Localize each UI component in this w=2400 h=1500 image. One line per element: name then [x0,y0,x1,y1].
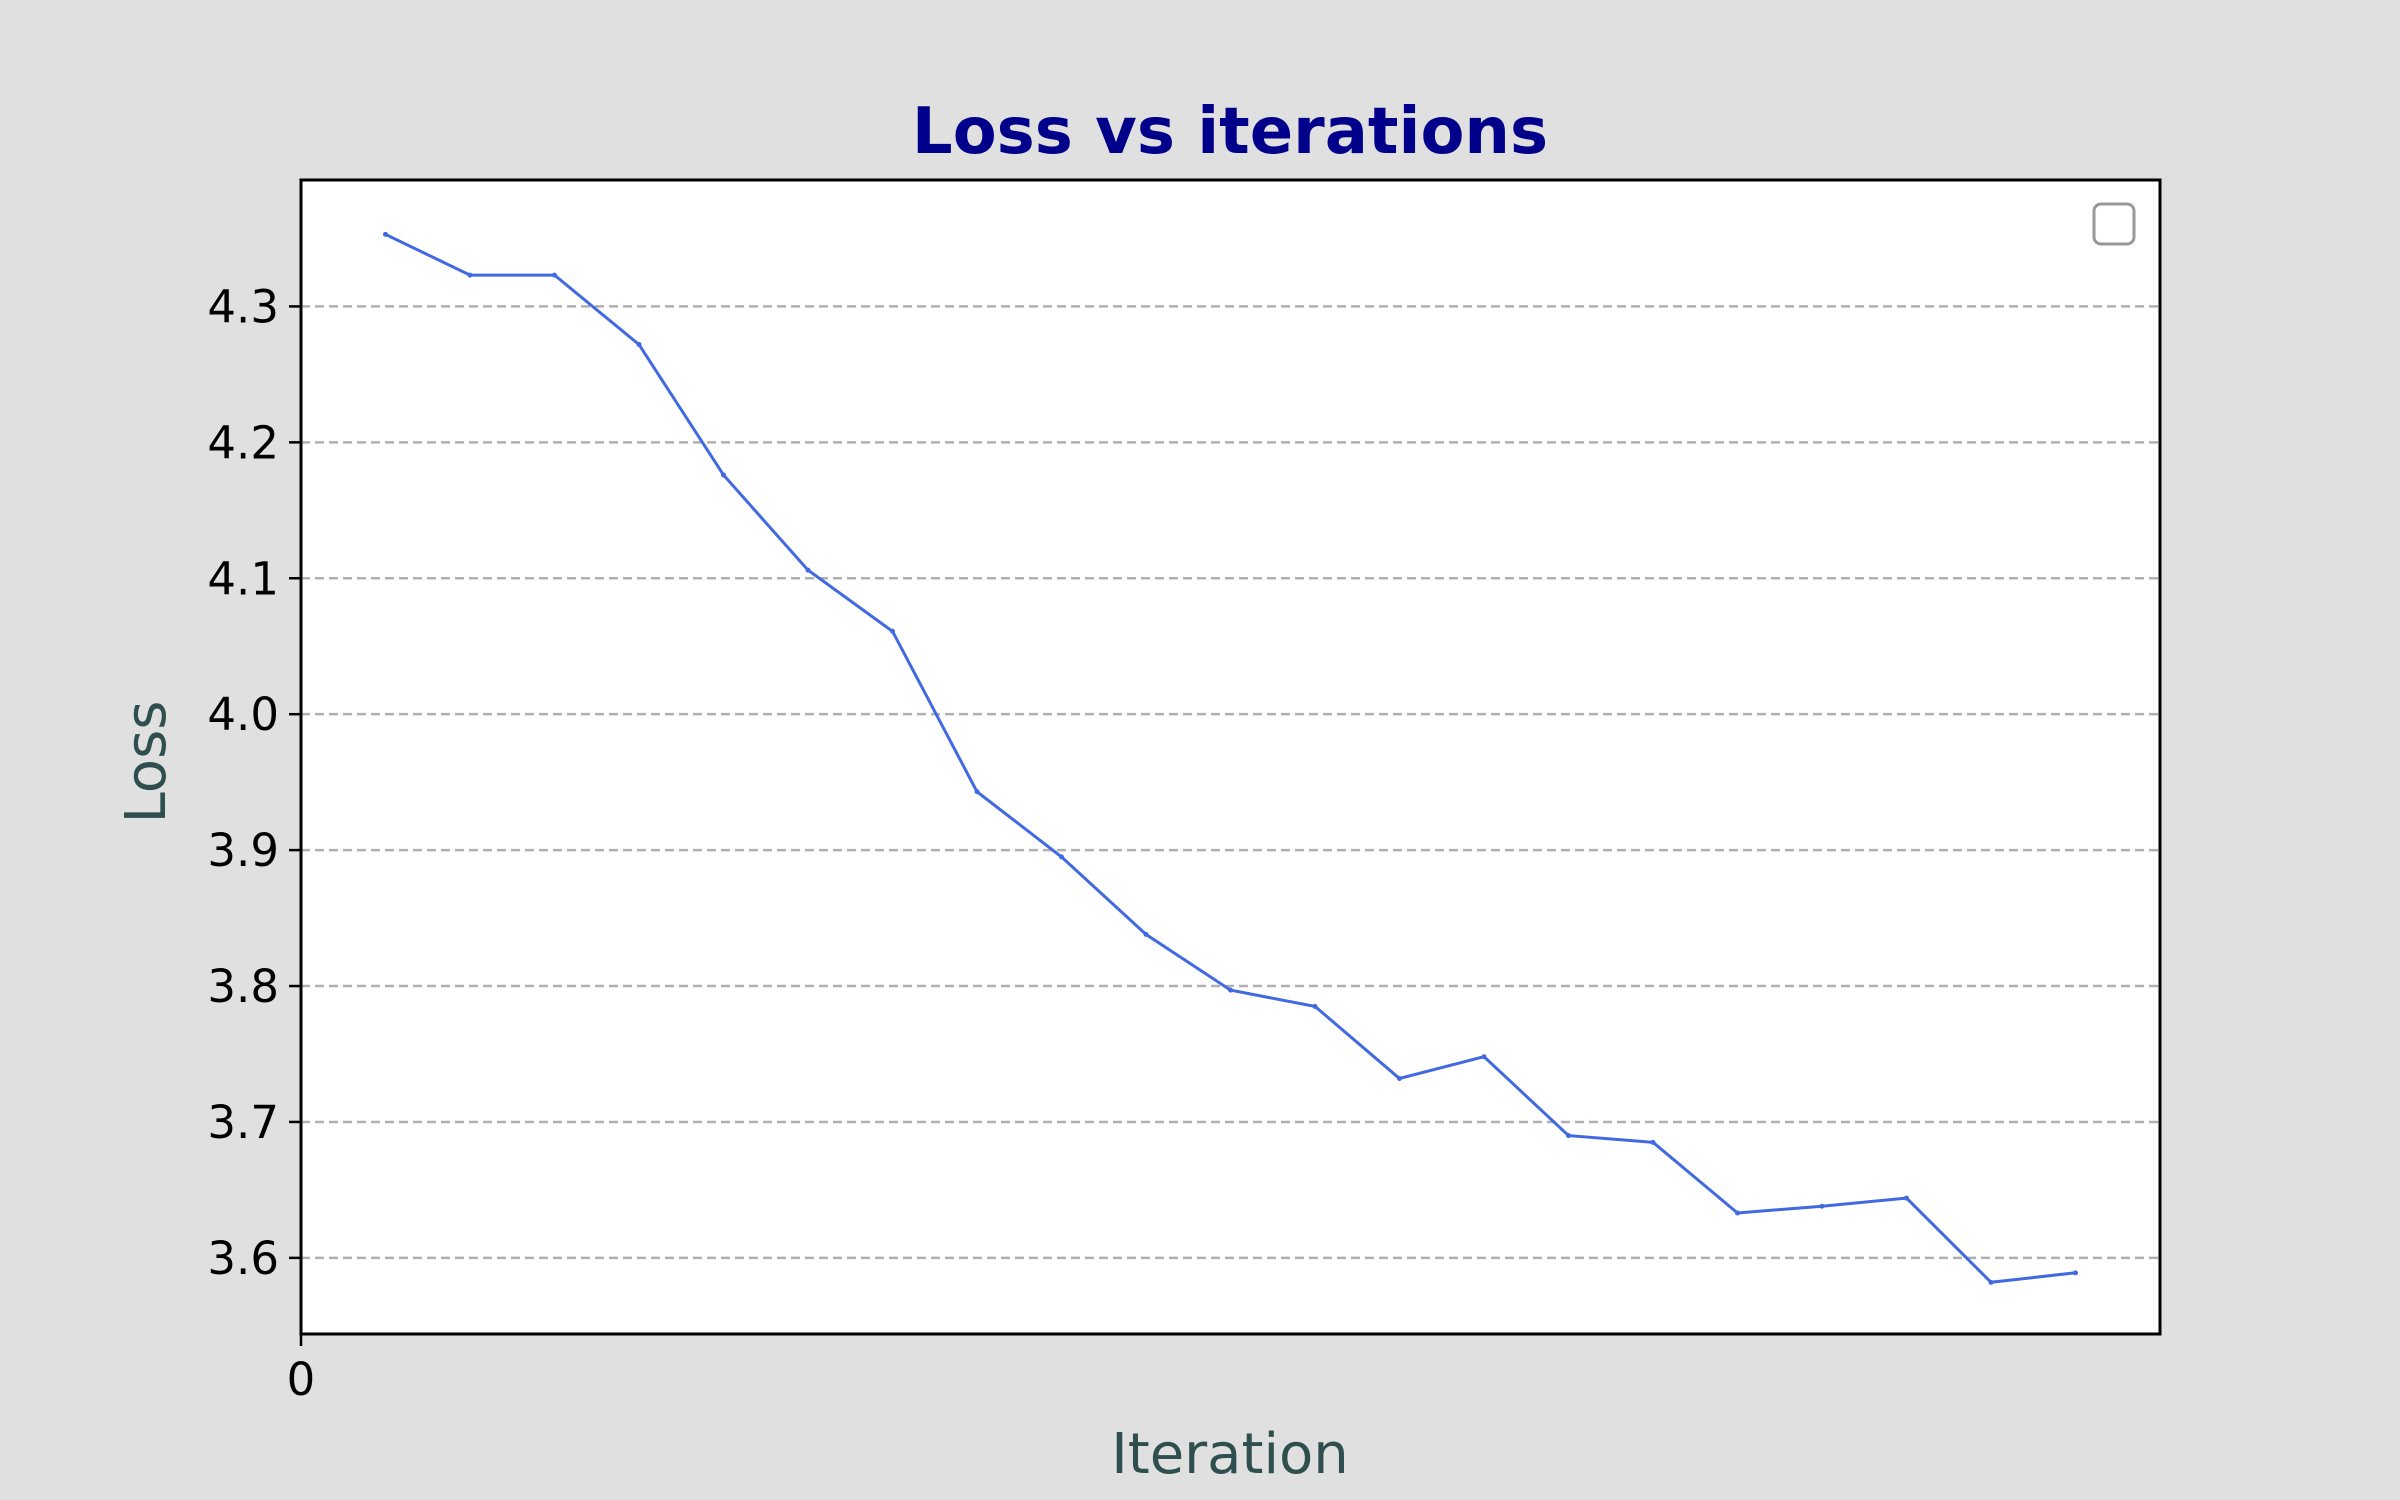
data-points [383,231,2078,1285]
data-point [721,472,726,478]
data-point [1735,1210,1740,1216]
data-point [1481,1054,1487,1060]
y-axis-ticks: 3.6 3.7 3.8 3.9 4.0 4.1 4.2 4.3 [207,280,301,1285]
x-axis-ticks: 0 [287,1334,316,1406]
data-point [1904,1195,1909,1201]
data-point [1397,1075,1402,1081]
data-point [552,272,557,278]
data-point [974,789,980,795]
legend-box [2092,202,2136,246]
data-point [1819,1203,1825,1209]
data-point [805,567,811,573]
y-tick-label: 4.3 [207,280,279,333]
y-tick-label: 3.7 [207,1096,279,1149]
data-point [1143,931,1149,937]
plot-area [301,180,2160,1334]
data-point [383,231,388,237]
data-point [1059,854,1064,860]
grid [301,305,2160,1260]
data-point [1312,1003,1318,1009]
x-tick-label: 0 [287,1353,316,1406]
data-point [1650,1139,1656,1145]
y-tick-label: 3.9 [207,824,279,877]
data-point [636,341,642,347]
y-tick-label: 4.2 [207,416,279,469]
data-point [1566,1133,1571,1139]
y-tick-label: 4.0 [207,688,279,741]
x-axis-label: Iteration [1111,1422,1349,1487]
data-point [1228,987,1233,993]
chart-title: Loss vs iterations [912,95,1548,169]
data-point [1988,1279,1994,1285]
y-tick-label: 4.1 [207,552,279,605]
plot-frame [299,178,2162,1336]
data-point [2073,1270,2078,1276]
y-axis-label: Loss [114,701,179,824]
y-tick-label: 3.8 [207,960,279,1013]
data-point [890,628,895,634]
data-point [467,272,473,278]
y-tick-label: 3.6 [207,1232,279,1285]
